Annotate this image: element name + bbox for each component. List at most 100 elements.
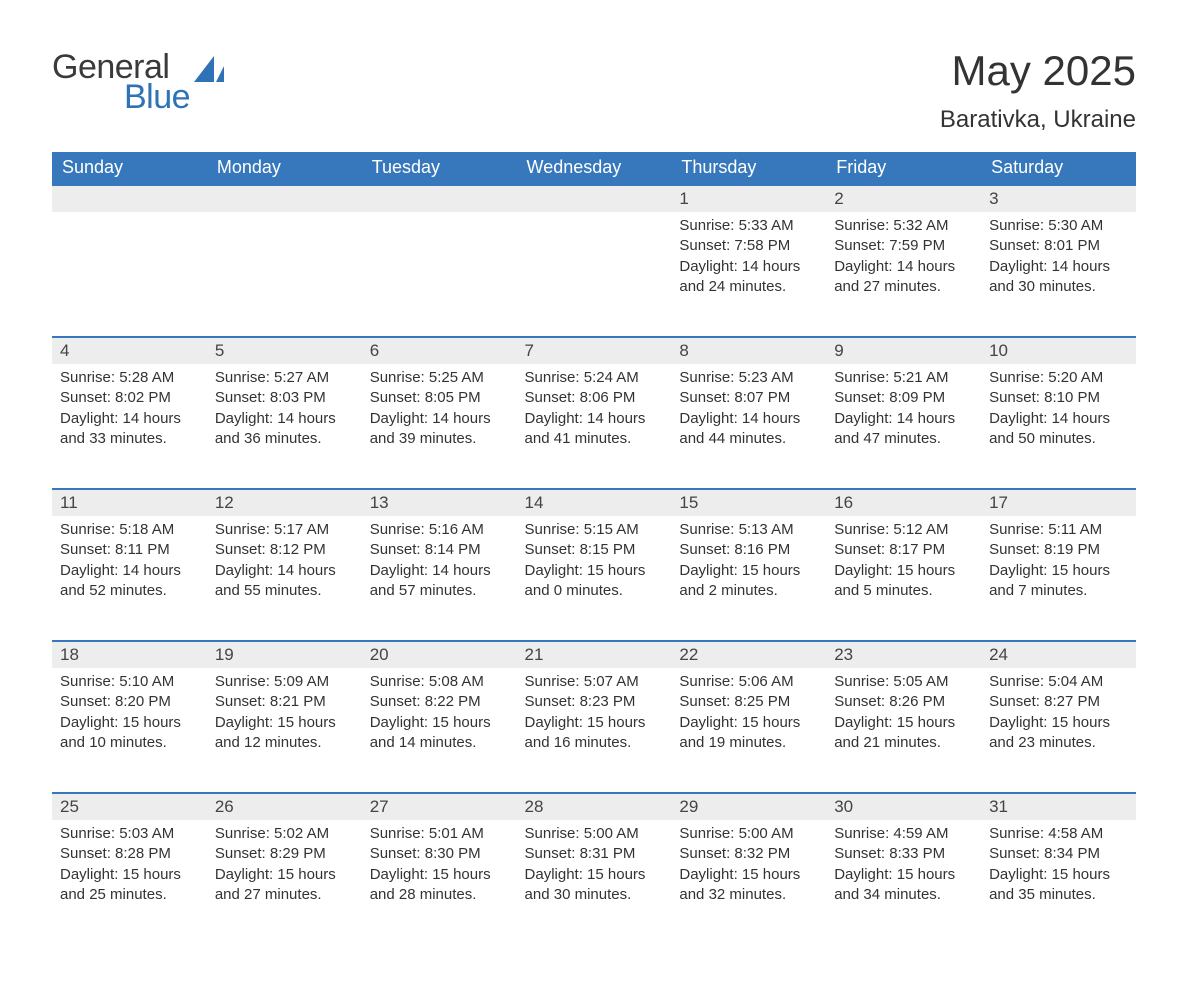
day-cell: Sunrise: 5:33 AMSunset: 7:58 PMDaylight:…	[671, 212, 826, 337]
empty-day-number	[207, 185, 362, 212]
day-day1: Daylight: 15 hours	[679, 713, 818, 733]
day-sunrise: Sunrise: 5:00 AM	[525, 824, 664, 844]
day-day1: Daylight: 15 hours	[215, 713, 354, 733]
week-num-row: 45678910	[52, 337, 1136, 364]
day-number: 19	[207, 641, 362, 668]
day-number: 10	[981, 337, 1136, 364]
empty-day-cell	[517, 212, 672, 337]
day-day1: Daylight: 14 hours	[679, 257, 818, 277]
day-number: 3	[981, 185, 1136, 212]
day-sunset: Sunset: 8:11 PM	[60, 540, 199, 560]
empty-day-number	[52, 185, 207, 212]
day-cell: Sunrise: 5:21 AMSunset: 8:09 PMDaylight:…	[826, 364, 981, 489]
day-cell: Sunrise: 5:32 AMSunset: 7:59 PMDaylight:…	[826, 212, 981, 337]
calendar-table: Sunday Monday Tuesday Wednesday Thursday…	[52, 152, 1136, 944]
day-sunset: Sunset: 8:15 PM	[525, 540, 664, 560]
day-day1: Daylight: 14 hours	[989, 409, 1128, 429]
empty-day-cell	[52, 212, 207, 337]
day-cell: Sunrise: 5:04 AMSunset: 8:27 PMDaylight:…	[981, 668, 1136, 793]
day-sunset: Sunset: 8:09 PM	[834, 388, 973, 408]
day-number: 5	[207, 337, 362, 364]
page-title: May 2025	[940, 50, 1136, 92]
day-cell: Sunrise: 5:08 AMSunset: 8:22 PMDaylight:…	[362, 668, 517, 793]
day-sunset: Sunset: 8:10 PM	[989, 388, 1128, 408]
week-body-row: Sunrise: 5:33 AMSunset: 7:58 PMDaylight:…	[52, 212, 1136, 337]
day-cell: Sunrise: 5:11 AMSunset: 8:19 PMDaylight:…	[981, 516, 1136, 641]
day-day1: Daylight: 15 hours	[989, 713, 1128, 733]
day-day2: and 19 minutes.	[679, 733, 818, 753]
day-sunrise: Sunrise: 5:28 AM	[60, 368, 199, 388]
day-day1: Daylight: 15 hours	[370, 865, 509, 885]
day-sunset: Sunset: 8:17 PM	[834, 540, 973, 560]
day-sunrise: Sunrise: 5:30 AM	[989, 216, 1128, 236]
day-cell: Sunrise: 5:20 AMSunset: 8:10 PMDaylight:…	[981, 364, 1136, 489]
day-cell: Sunrise: 5:16 AMSunset: 8:14 PMDaylight:…	[362, 516, 517, 641]
day-sunset: Sunset: 8:21 PM	[215, 692, 354, 712]
logo-word2: Blue	[124, 80, 190, 114]
day-day2: and 24 minutes.	[679, 277, 818, 297]
day-day2: and 41 minutes.	[525, 429, 664, 449]
day-day2: and 21 minutes.	[834, 733, 973, 753]
day-cell: Sunrise: 5:05 AMSunset: 8:26 PMDaylight:…	[826, 668, 981, 793]
day-day1: Daylight: 14 hours	[60, 561, 199, 581]
day-sunset: Sunset: 8:26 PM	[834, 692, 973, 712]
day-number: 15	[671, 489, 826, 516]
day-sunrise: Sunrise: 5:13 AM	[679, 520, 818, 540]
day-number: 13	[362, 489, 517, 516]
location: Barativka, Ukraine	[940, 106, 1136, 134]
day-day2: and 50 minutes.	[989, 429, 1128, 449]
day-day1: Daylight: 15 hours	[834, 865, 973, 885]
day-cell: Sunrise: 5:00 AMSunset: 8:32 PMDaylight:…	[671, 820, 826, 944]
day-cell: Sunrise: 5:24 AMSunset: 8:06 PMDaylight:…	[517, 364, 672, 489]
day-number: 2	[826, 185, 981, 212]
day-number: 6	[362, 337, 517, 364]
day-cell: Sunrise: 5:12 AMSunset: 8:17 PMDaylight:…	[826, 516, 981, 641]
day-day1: Daylight: 15 hours	[525, 561, 664, 581]
day-number: 23	[826, 641, 981, 668]
day-sunrise: Sunrise: 5:17 AM	[215, 520, 354, 540]
day-sunrise: Sunrise: 5:07 AM	[525, 672, 664, 692]
day-cell: Sunrise: 5:09 AMSunset: 8:21 PMDaylight:…	[207, 668, 362, 793]
day-number: 20	[362, 641, 517, 668]
week-body-row: Sunrise: 5:03 AMSunset: 8:28 PMDaylight:…	[52, 820, 1136, 944]
title-block: May 2025 Barativka, Ukraine	[940, 50, 1136, 134]
week-body-row: Sunrise: 5:10 AMSunset: 8:20 PMDaylight:…	[52, 668, 1136, 793]
day-day2: and 34 minutes.	[834, 885, 973, 905]
day-sunrise: Sunrise: 5:24 AM	[525, 368, 664, 388]
day-cell: Sunrise: 5:23 AMSunset: 8:07 PMDaylight:…	[671, 364, 826, 489]
day-number: 12	[207, 489, 362, 516]
day-day2: and 35 minutes.	[989, 885, 1128, 905]
day-number: 31	[981, 793, 1136, 820]
logo: General Blue	[52, 50, 224, 114]
day-number: 22	[671, 641, 826, 668]
day-sunset: Sunset: 8:12 PM	[215, 540, 354, 560]
day-sunset: Sunset: 8:01 PM	[989, 236, 1128, 256]
day-day1: Daylight: 14 hours	[834, 409, 973, 429]
day-day1: Daylight: 14 hours	[60, 409, 199, 429]
day-day2: and 14 minutes.	[370, 733, 509, 753]
day-number: 1	[671, 185, 826, 212]
day-day1: Daylight: 14 hours	[215, 409, 354, 429]
day-cell: Sunrise: 5:18 AMSunset: 8:11 PMDaylight:…	[52, 516, 207, 641]
day-number: 28	[517, 793, 672, 820]
day-cell: Sunrise: 5:06 AMSunset: 8:25 PMDaylight:…	[671, 668, 826, 793]
day-number: 26	[207, 793, 362, 820]
day-sunset: Sunset: 8:33 PM	[834, 844, 973, 864]
day-day1: Daylight: 15 hours	[679, 865, 818, 885]
dow-tuesday: Tuesday	[362, 152, 517, 185]
page: General Blue May 2025 Barativka, Ukraine…	[0, 0, 1188, 984]
day-sunset: Sunset: 8:02 PM	[60, 388, 199, 408]
day-number: 21	[517, 641, 672, 668]
day-day2: and 28 minutes.	[370, 885, 509, 905]
day-sunrise: Sunrise: 5:05 AM	[834, 672, 973, 692]
day-day2: and 27 minutes.	[215, 885, 354, 905]
calendar-body: 123Sunrise: 5:33 AMSunset: 7:58 PMDaylig…	[52, 185, 1136, 944]
day-sunset: Sunset: 7:59 PM	[834, 236, 973, 256]
day-sunset: Sunset: 8:16 PM	[679, 540, 818, 560]
day-day1: Daylight: 15 hours	[215, 865, 354, 885]
day-day2: and 30 minutes.	[989, 277, 1128, 297]
day-sunset: Sunset: 8:14 PM	[370, 540, 509, 560]
dow-monday: Monday	[207, 152, 362, 185]
day-sunrise: Sunrise: 5:00 AM	[679, 824, 818, 844]
day-sunset: Sunset: 8:28 PM	[60, 844, 199, 864]
